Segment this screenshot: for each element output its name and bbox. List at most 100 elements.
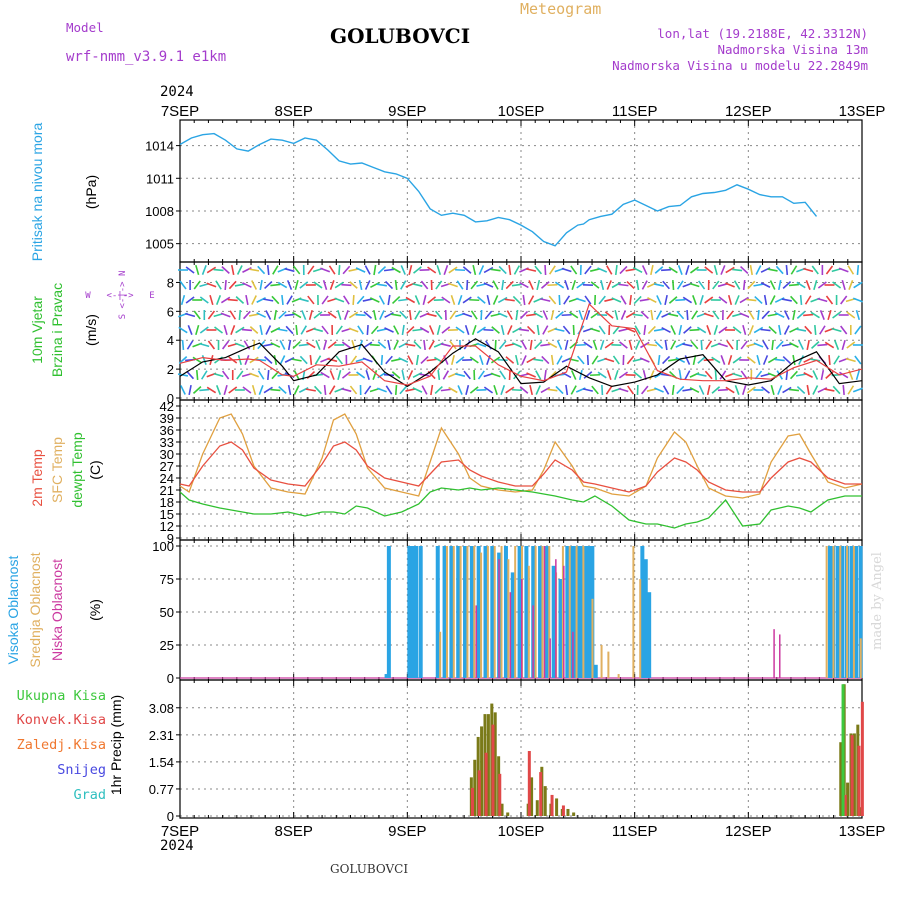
precip-bar bbox=[480, 726, 484, 816]
wind-arrow bbox=[760, 282, 771, 288]
wind-arrow bbox=[834, 340, 840, 350]
wind-arrow bbox=[718, 326, 728, 334]
wind-arrow bbox=[405, 343, 416, 347]
wind-arrow bbox=[499, 370, 507, 380]
mid-cloud-bar bbox=[617, 674, 620, 678]
wind-arrow bbox=[668, 266, 678, 274]
pressure-line bbox=[179, 132, 818, 247]
wind-arrow bbox=[689, 282, 700, 288]
wind-arrow bbox=[338, 264, 341, 276]
wind-arrow bbox=[299, 355, 308, 365]
wind-arrow bbox=[206, 282, 217, 288]
wind-arrow bbox=[781, 343, 792, 347]
high-cloud-bar bbox=[442, 546, 447, 678]
wind-arrow bbox=[464, 324, 470, 336]
x-day-label-bottom: 10SEP bbox=[498, 823, 545, 840]
wind-ylabel: 10m Vjetar bbox=[29, 296, 45, 364]
wind-arrow bbox=[662, 280, 670, 290]
wind-arrow bbox=[441, 326, 451, 334]
wind-arrow bbox=[676, 280, 684, 290]
wind-arrow bbox=[241, 328, 252, 332]
wind-arrow bbox=[597, 371, 607, 379]
wind-arrow bbox=[505, 280, 514, 290]
x-day-label-bottom: 8SEP bbox=[274, 823, 312, 840]
wind-arrow bbox=[757, 309, 760, 321]
y-tick-label: 15 bbox=[160, 507, 174, 522]
wind-arrow bbox=[321, 325, 329, 335]
wind-arrow bbox=[307, 265, 315, 275]
low-cloud-bar bbox=[475, 605, 478, 678]
wind-arrow bbox=[739, 312, 750, 318]
wind-arrow bbox=[372, 309, 377, 321]
wind-arrow bbox=[278, 311, 287, 319]
wind-arrow bbox=[689, 266, 700, 274]
wind-arrow bbox=[249, 326, 259, 334]
wind-arrow bbox=[511, 388, 522, 392]
wind-arrow bbox=[662, 355, 671, 365]
wind-arrow bbox=[265, 310, 272, 320]
wind-arrow bbox=[186, 340, 194, 350]
wind-arrow bbox=[650, 309, 654, 321]
wind-arrow bbox=[207, 340, 216, 350]
precip-bar bbox=[493, 712, 497, 816]
y-tick-label: 33 bbox=[160, 435, 174, 450]
wind-arrow bbox=[717, 388, 728, 392]
wind-arrow bbox=[434, 310, 443, 320]
wind-arrow bbox=[536, 324, 540, 336]
wind-arrow bbox=[477, 296, 486, 304]
wind-arrow bbox=[767, 356, 778, 364]
wind-arrow bbox=[294, 279, 299, 291]
wind-arrow bbox=[646, 343, 657, 347]
wind-arrow bbox=[263, 343, 274, 347]
dewpoint-line bbox=[179, 487, 862, 529]
low-cloud-bar bbox=[572, 631, 574, 678]
mid-cloud-bar bbox=[832, 546, 835, 678]
wind-arrow bbox=[428, 340, 435, 350]
wind-arrow bbox=[754, 370, 763, 380]
wind-arrow bbox=[704, 296, 714, 304]
wind-arrow bbox=[462, 312, 473, 318]
wind-arrow bbox=[320, 267, 331, 273]
wind-arrow bbox=[576, 281, 586, 289]
wind-arrow bbox=[668, 313, 679, 317]
wind-arrow bbox=[845, 357, 856, 363]
wind-arrow bbox=[309, 354, 313, 366]
precip-bar bbox=[550, 794, 554, 816]
high-cloud-bar bbox=[558, 579, 563, 678]
wind-arrow bbox=[447, 282, 458, 288]
y-tick-label: 27 bbox=[160, 459, 174, 474]
wind-arrow bbox=[227, 298, 238, 302]
x-day-label-top: 13SEP bbox=[839, 103, 886, 120]
y-tick-label: 39 bbox=[160, 411, 174, 426]
wind-arrow bbox=[848, 280, 854, 290]
wind-arrow bbox=[327, 357, 338, 363]
wind-arrow bbox=[287, 339, 292, 351]
wind-arrow bbox=[564, 339, 569, 351]
wind-arrow bbox=[400, 280, 407, 290]
wind-arrow bbox=[486, 294, 491, 306]
mid-cloud-bar bbox=[846, 546, 849, 678]
wind-arrow bbox=[640, 341, 650, 349]
wind-arrow bbox=[327, 341, 337, 349]
wind-arrow bbox=[284, 313, 295, 317]
wind-arrow bbox=[534, 265, 543, 275]
wind-arrow bbox=[832, 385, 841, 395]
wind-arrow bbox=[650, 264, 654, 276]
wind-arrow bbox=[732, 372, 743, 378]
wind-arrow bbox=[426, 313, 437, 317]
wind-arrow bbox=[824, 388, 835, 392]
wind-arrow bbox=[781, 298, 792, 302]
wind-arrow bbox=[215, 385, 222, 395]
wind-arrow bbox=[640, 310, 649, 320]
wind-arrow bbox=[584, 265, 592, 275]
mid-cloud-bar bbox=[541, 546, 544, 678]
wind-arrow bbox=[812, 370, 819, 380]
wind-arrow bbox=[533, 311, 543, 319]
wind-arrow bbox=[526, 313, 537, 317]
wind-arrow bbox=[491, 326, 500, 334]
wind-arrow bbox=[733, 280, 741, 290]
wind-arrow bbox=[497, 296, 508, 304]
wind-arrow bbox=[675, 356, 686, 364]
wind-arrow bbox=[193, 280, 201, 290]
wind-arrow bbox=[626, 280, 635, 290]
